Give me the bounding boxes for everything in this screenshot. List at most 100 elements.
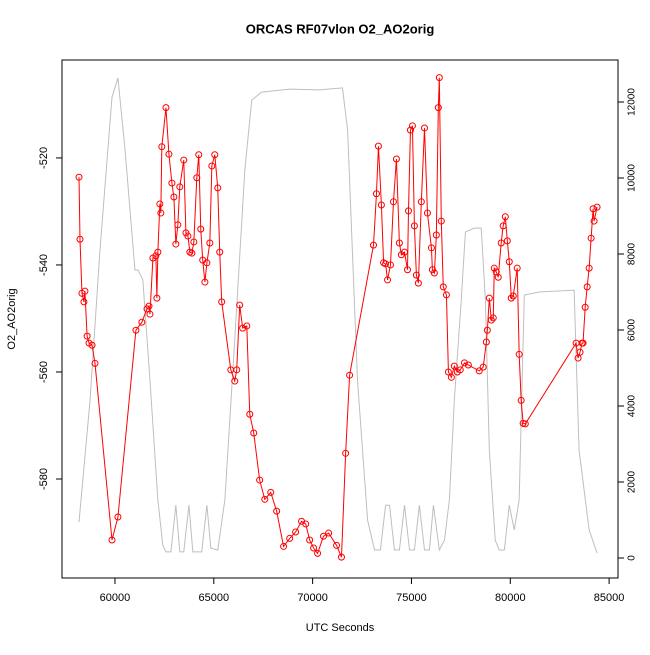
data-point bbox=[91, 359, 99, 367]
data-point bbox=[280, 542, 288, 550]
data-point bbox=[392, 155, 400, 163]
y2-tick-label: 12000 bbox=[627, 88, 638, 116]
data-point bbox=[482, 338, 490, 346]
data-point bbox=[325, 529, 333, 537]
data-point bbox=[319, 532, 327, 540]
data-point bbox=[485, 294, 493, 302]
data-point bbox=[589, 205, 597, 213]
data-point bbox=[414, 279, 422, 287]
data-point bbox=[487, 316, 495, 324]
data-point bbox=[170, 193, 178, 201]
data-point bbox=[377, 201, 385, 209]
data-point bbox=[310, 544, 318, 552]
data-point bbox=[389, 198, 397, 206]
data-point bbox=[76, 235, 84, 243]
data-point bbox=[410, 222, 418, 230]
data-point bbox=[216, 248, 224, 256]
x-tick-label: 85000 bbox=[594, 592, 625, 604]
data-point bbox=[437, 217, 445, 225]
data-point bbox=[346, 371, 354, 379]
data-point bbox=[333, 541, 341, 549]
data-point bbox=[206, 239, 214, 247]
data-point bbox=[489, 314, 497, 322]
y2-tick-label: 10000 bbox=[627, 164, 638, 192]
data-point bbox=[403, 266, 411, 274]
data-point bbox=[450, 362, 458, 370]
data-point bbox=[306, 536, 314, 544]
data-point bbox=[590, 217, 598, 225]
data-point bbox=[256, 476, 264, 484]
data-point bbox=[490, 264, 498, 272]
data-point bbox=[370, 241, 378, 249]
data-point bbox=[261, 495, 269, 503]
data-point bbox=[374, 142, 382, 150]
data-point bbox=[157, 209, 165, 217]
data-point bbox=[195, 151, 203, 159]
data-point bbox=[75, 173, 83, 181]
data-point bbox=[193, 174, 201, 182]
data-point bbox=[515, 350, 523, 358]
data-point bbox=[203, 259, 211, 267]
data-point bbox=[80, 298, 88, 306]
data-point bbox=[494, 273, 502, 281]
data-point bbox=[505, 258, 513, 266]
data-point bbox=[273, 507, 281, 515]
data-point bbox=[585, 264, 593, 272]
data-point bbox=[172, 240, 180, 248]
data-point bbox=[382, 260, 390, 268]
data-point bbox=[404, 207, 412, 215]
data-point bbox=[337, 553, 345, 561]
data-point bbox=[197, 225, 205, 233]
data-point bbox=[176, 183, 184, 191]
x-tick-label: 65000 bbox=[199, 592, 230, 604]
y-axis-label: O2_AO2orig bbox=[6, 288, 18, 349]
y-tick-label: -520 bbox=[38, 147, 50, 169]
data-point bbox=[412, 271, 420, 279]
data-point bbox=[479, 363, 487, 371]
data-point bbox=[236, 301, 244, 309]
data-point bbox=[447, 373, 455, 381]
data-point bbox=[435, 74, 443, 82]
data-point bbox=[432, 231, 440, 239]
data-point bbox=[384, 276, 392, 284]
data-point bbox=[503, 237, 511, 245]
data-point bbox=[190, 238, 198, 246]
data-point bbox=[439, 283, 447, 291]
data-point bbox=[292, 528, 300, 536]
data-point bbox=[387, 261, 395, 269]
x-tick-label: 70000 bbox=[297, 592, 328, 604]
y2-tick-label: 2000 bbox=[627, 470, 638, 493]
data-point bbox=[483, 326, 491, 334]
data-point bbox=[246, 410, 254, 418]
data-point bbox=[593, 203, 601, 211]
data-point bbox=[88, 341, 96, 349]
data-point bbox=[267, 488, 275, 496]
data-point bbox=[408, 122, 416, 130]
x-tick-label: 60000 bbox=[100, 592, 131, 604]
data-point bbox=[108, 536, 116, 544]
data-point bbox=[231, 377, 239, 385]
data-point bbox=[517, 396, 525, 404]
data-point bbox=[460, 359, 468, 367]
data-line bbox=[78, 77, 598, 554]
data-point bbox=[184, 232, 192, 240]
data-point bbox=[420, 124, 428, 132]
data-point bbox=[579, 339, 587, 347]
data-point bbox=[521, 420, 529, 428]
y-tick-label: -560 bbox=[38, 361, 50, 383]
data-point bbox=[208, 162, 216, 170]
data-point bbox=[233, 366, 241, 374]
data-point bbox=[156, 200, 164, 208]
data-point bbox=[174, 221, 182, 229]
data-point bbox=[138, 318, 146, 326]
y2-tick-label: 8000 bbox=[627, 242, 638, 265]
data-point bbox=[427, 244, 435, 252]
data-point bbox=[201, 278, 209, 286]
data-point bbox=[406, 126, 414, 134]
data-point bbox=[497, 239, 505, 247]
data-point bbox=[342, 449, 350, 457]
data-point bbox=[250, 429, 258, 437]
data-point bbox=[499, 222, 507, 230]
